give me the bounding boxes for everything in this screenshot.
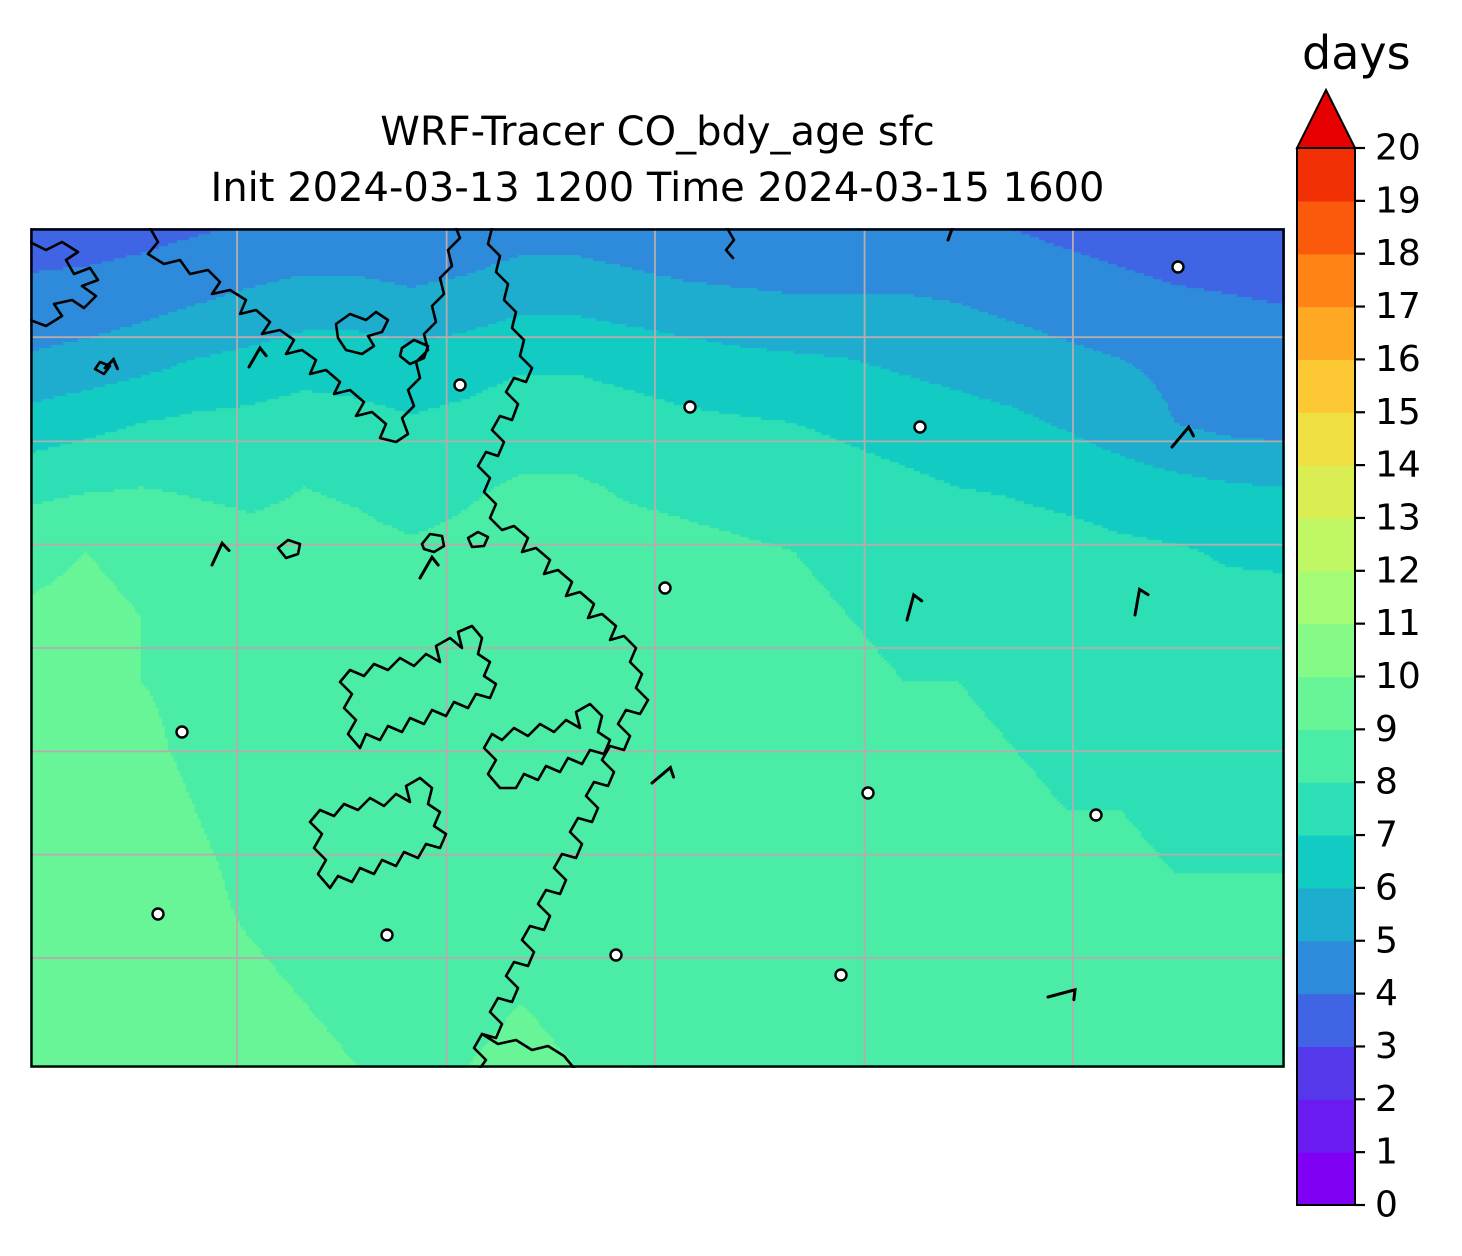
station-marker [834, 968, 848, 982]
island-path [276, 538, 302, 560]
colorbar-units-label: days [1302, 26, 1411, 80]
plot-title: WRF-Tracer CO_bdy_age sfc Init 2024-03-1… [30, 104, 1285, 216]
island-path [398, 338, 430, 366]
colorbar-tick-label: 17 [1375, 286, 1421, 327]
wind-barb [650, 765, 676, 785]
station-marker [175, 725, 189, 739]
station-marker [609, 948, 623, 962]
gridlines [30, 228, 1285, 1068]
colorbar-tick-label: 10 [1375, 656, 1421, 697]
colorbar-tick-label: 2 [1375, 1079, 1398, 1120]
colorbar-segment [1297, 623, 1355, 678]
island-path [466, 530, 490, 549]
wind-barb [946, 228, 954, 242]
station-marker [1089, 808, 1103, 822]
station-marker [151, 907, 165, 921]
coastline-path [476, 228, 650, 702]
colorbar-tick-label: 6 [1375, 867, 1398, 908]
colorbar-tick-label: 9 [1375, 709, 1398, 750]
colorbar-tick-label: 8 [1375, 762, 1398, 803]
colorbar-segment [1297, 570, 1355, 625]
colorbar-segment [1297, 517, 1355, 572]
wind-barb [247, 345, 268, 369]
colorbar-tick-label: 16 [1375, 339, 1421, 380]
colorbar-segment [1297, 940, 1355, 995]
colorbar-segment [1297, 359, 1355, 413]
colorbar-tick-label: 0 [1375, 1185, 1398, 1226]
colorbar-tick-label: 11 [1375, 603, 1421, 644]
colorbar-tick-label: 15 [1375, 392, 1421, 433]
colorbar-segment [1297, 782, 1355, 836]
colorbar-segment [1297, 1099, 1355, 1153]
island-path [308, 776, 448, 890]
coastline-path [472, 698, 650, 1068]
colorbar-tick-label: 14 [1375, 445, 1421, 486]
colorbar-tick-label: 19 [1375, 180, 1421, 221]
station-marker [453, 378, 467, 392]
wind-barb [1046, 987, 1077, 1002]
colorbar-segment [1297, 1152, 1355, 1206]
coastline-path [480, 1032, 576, 1068]
colorbar-segment [1297, 887, 1355, 942]
coastline-path [146, 228, 462, 444]
colorbar-tick-label: 20 [1375, 128, 1421, 169]
map-border [30, 228, 1285, 1068]
colorbar-tick-label: 3 [1375, 1026, 1398, 1067]
colorbar-segment [1297, 306, 1355, 360]
station-marker [658, 581, 672, 595]
coastline-path [724, 228, 736, 260]
wind-barb [1133, 586, 1150, 617]
colorbar-segment [1297, 676, 1355, 730]
wind-barb [103, 356, 119, 371]
plot-title-line1: WRF-Tracer CO_bdy_age sfc [380, 109, 935, 155]
wind-barb [1170, 424, 1195, 449]
station-marker [913, 420, 927, 434]
colorbar-segment [1297, 729, 1355, 783]
island-path [482, 702, 612, 790]
station-marker [380, 928, 394, 942]
colorbar-tick-label: 12 [1375, 550, 1421, 591]
coastline [30, 228, 736, 1068]
colorbar-segment [1297, 200, 1355, 255]
colorbar-tick-label: 5 [1375, 920, 1398, 961]
colorbar-tick-label: 7 [1375, 815, 1398, 856]
colorbar-segment [1297, 465, 1355, 519]
station-marker [683, 400, 697, 414]
station-marker [1171, 260, 1185, 274]
plot-title-line2: Init 2024-03-13 1200 Time 2024-03-15 160… [210, 165, 1105, 211]
colorbar-segment [1297, 835, 1355, 889]
map-overlay [30, 228, 1285, 1068]
wind-barb [905, 592, 924, 622]
island-path [334, 310, 390, 356]
wind-barb [210, 540, 231, 567]
island-path [338, 624, 498, 750]
colorbar-tick-label: 1 [1375, 1132, 1398, 1173]
colorbar-segment [1297, 148, 1355, 202]
island-path [420, 532, 446, 554]
station-marker [861, 786, 875, 800]
coastline-path [30, 240, 100, 328]
colorbar-extend-arrow [1295, 87, 1357, 149]
colorbar-tick-label: 18 [1375, 233, 1421, 274]
colorbar-segment [1297, 412, 1355, 466]
colorbar-segment [1297, 993, 1355, 1048]
wind-barbs [103, 228, 1195, 1002]
colorbar-segment [1297, 1046, 1355, 1100]
wind-barb [418, 554, 440, 580]
colorbar-segment [1297, 253, 1355, 308]
station-markers [151, 260, 1185, 982]
colorbar-tick-label: 13 [1375, 497, 1421, 538]
map-plot-area [30, 228, 1285, 1068]
colorbar-tick-label: 4 [1375, 973, 1398, 1014]
